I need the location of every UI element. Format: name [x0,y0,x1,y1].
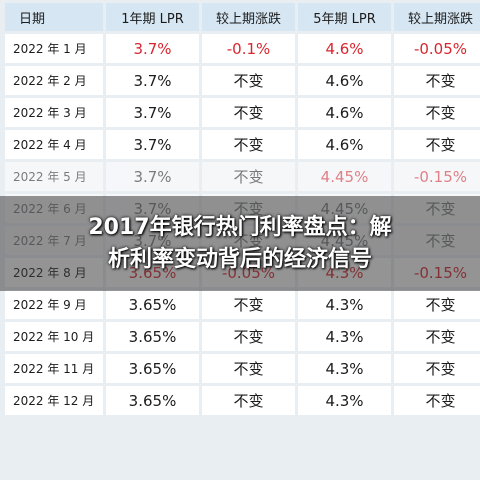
date-cell: 2022 年 1 月 [5,34,103,63]
lpr-5y-cell: 4.45% [298,162,391,191]
change-5y-cell: 不变 [394,386,480,415]
change-1y-cell: 不变 [202,130,295,159]
table-row: 2022 年 11 月 3.65% 不变 4.3% 不变 [5,354,480,383]
change-1y-cell: -0.1% [202,34,295,63]
table-row: 2022 年 2 月 3.7% 不变 4.6% 不变 [5,66,480,95]
change-5y-cell: 不变 [394,290,480,319]
change-1y-cell: 不变 [202,322,295,351]
date-cell: 2022 年 4 月 [5,130,103,159]
change-1y-cell: 不变 [202,98,295,127]
lpr-1y-cell: 3.7% [106,66,199,95]
change-1y-cell: 不变 [202,386,295,415]
lpr-5y-cell: 4.6% [298,66,391,95]
lpr-5y-cell: 4.3% [298,386,391,415]
change-1y-cell: 不变 [202,66,295,95]
lpr-1y-cell: 3.7% [106,162,199,191]
date-cell: 2022 年 5 月 [5,162,103,191]
banner-title-line-2: 析利率变动背后的经济信号 [107,246,372,272]
date-cell: 2022 年 12 月 [5,386,103,415]
lpr-5y-cell: 4.6% [298,98,391,127]
change-5y-cell: -0.05% [394,34,480,63]
change-5y-cell: 不变 [394,130,480,159]
table-row: 2022 年 1 月 3.7% -0.1% 4.6% -0.05% [5,34,480,63]
change-1y-cell: 不变 [202,290,295,319]
header-change-1y: 较上期涨跌 [202,3,295,31]
lpr-5y-cell: 4.6% [298,34,391,63]
lpr-5y-cell: 4.3% [298,354,391,383]
header-date: 日期 [5,3,103,31]
lpr-1y-cell: 3.65% [106,322,199,351]
table-row: 2022 年 10 月 3.65% 不变 4.3% 不变 [5,322,480,351]
header-change-5y: 较上期涨跌 [394,3,480,31]
table-row: 2022 年 12 月 3.65% 不变 4.3% 不变 [5,386,480,415]
header-lpr-5y: 5年期 LPR [298,3,391,31]
lpr-1y-cell: 3.7% [106,34,199,63]
title-banner: 2017年银行热门利率盘点：解 析利率变动背后的经济信号 [0,196,480,291]
table-row: 2022 年 4 月 3.7% 不变 4.6% 不变 [5,130,480,159]
lpr-1y-cell: 3.65% [106,386,199,415]
banner-title-line-1: 2017年银行热门利率盘点：解 [88,214,392,240]
date-cell: 2022 年 3 月 [5,98,103,127]
change-5y-cell: 不变 [394,98,480,127]
date-cell: 2022 年 2 月 [5,66,103,95]
table-row: 2022 年 3 月 3.7% 不变 4.6% 不变 [5,98,480,127]
change-5y-cell: -0.15% [394,162,480,191]
lpr-5y-cell: 4.3% [298,290,391,319]
date-cell: 2022 年 10 月 [5,322,103,351]
change-5y-cell: 不变 [394,354,480,383]
lpr-1y-cell: 3.7% [106,130,199,159]
change-5y-cell: 不变 [394,66,480,95]
change-1y-cell: 不变 [202,354,295,383]
table-header-row: 日期 1年期 LPR 较上期涨跌 5年期 LPR 较上期涨跌 [5,3,480,31]
lpr-5y-cell: 4.6% [298,130,391,159]
lpr-1y-cell: 3.7% [106,98,199,127]
lpr-1y-cell: 3.65% [106,354,199,383]
change-1y-cell: 不变 [202,162,295,191]
change-5y-cell: 不变 [394,322,480,351]
lpr-5y-cell: 4.3% [298,322,391,351]
lpr-1y-cell: 3.65% [106,290,199,319]
table-row: 2022 年 5 月 3.7% 不变 4.45% -0.15% [5,162,480,191]
header-lpr-1y: 1年期 LPR [106,3,199,31]
date-cell: 2022 年 11 月 [5,354,103,383]
date-cell: 2022 年 9 月 [5,290,103,319]
table-row: 2022 年 9 月 3.65% 不变 4.3% 不变 [5,290,480,319]
